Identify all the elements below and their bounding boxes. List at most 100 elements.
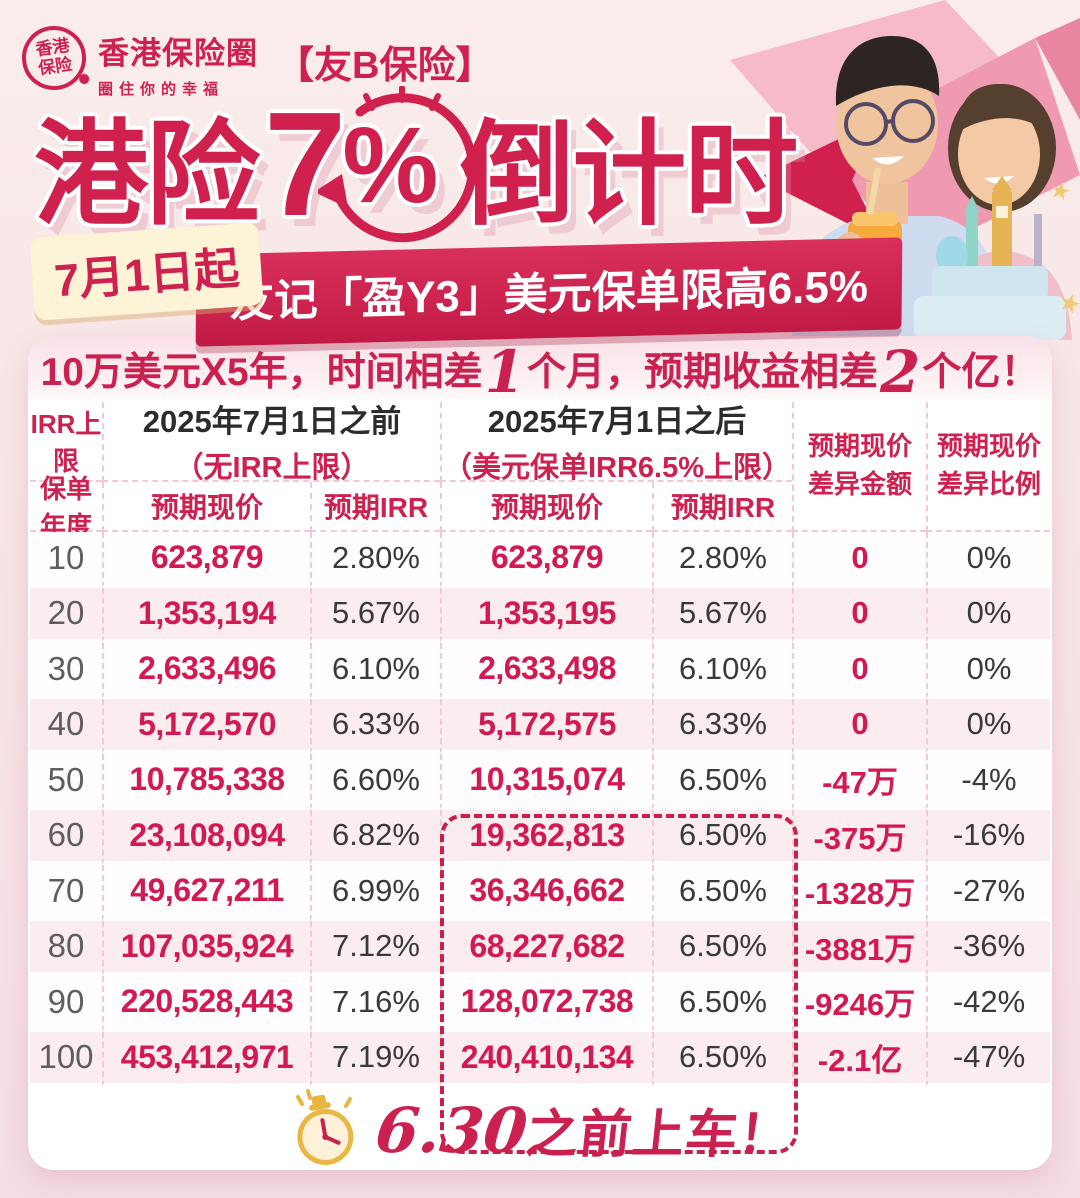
cell-before-irr: 7.12%: [310, 920, 440, 976]
cell-before-irr: 6.33%: [310, 698, 440, 754]
cell-diff-amount: -2.1亿: [792, 1031, 926, 1087]
cell-after-irr: 6.50%: [652, 976, 792, 1032]
diff-amount-header: 预期现价 差异金额: [792, 402, 926, 532]
cell-policy-year: 40: [30, 698, 102, 754]
cell-after-irr: 6.50%: [652, 754, 792, 810]
brand-slogan: 圈住你的幸福: [98, 81, 225, 98]
cell-diff-amount: -3881万: [792, 920, 926, 976]
cell-before-irr: 5.67%: [310, 587, 440, 643]
corner-header-irr-cap: IRR上限: [30, 402, 102, 482]
main-title: 港险 7 % 倒计时: [34, 81, 798, 247]
cell-diff-amount: -1328万: [792, 865, 926, 921]
card-footer: 6.30之前上车！: [28, 1089, 1052, 1169]
cell-policy-year: 10: [30, 532, 102, 588]
headline-part3: 个亿！: [922, 351, 1040, 394]
offer-card: 10万美元X5年，时间相差 1 个月，预期收益相差 2 个亿！ IRR上限 20…: [28, 336, 1052, 1170]
cell-before-price: 1,353,194: [102, 587, 310, 643]
cell-diff-ratio: 0%: [926, 587, 1050, 643]
cell-after-price: 19,362,813: [440, 809, 652, 865]
cell-diff-amount: 0: [792, 587, 926, 643]
cell-policy-year: 60: [30, 809, 102, 865]
group-header-before: 2025年7月1日之前 （无IRR上限）: [102, 402, 440, 484]
headline-part1: 10万美元X5年，时间相差: [40, 351, 483, 394]
group-before-title: 2025年7月1日之前: [142, 404, 402, 439]
cell-after-irr: 6.50%: [652, 809, 792, 865]
cell-before-price: 23,108,094: [102, 809, 310, 865]
title-percent-wrap: %: [318, 86, 478, 243]
footer-cta: 6.30之前上车！: [372, 1092, 796, 1167]
cell-after-price: 10,315,074: [440, 754, 652, 810]
cell-after-irr: 6.50%: [652, 865, 792, 921]
cell-policy-year: 30: [30, 643, 102, 699]
cell-policy-year: 20: [30, 587, 102, 643]
cell-diff-amount: 0: [792, 698, 926, 754]
card-headline: 10万美元X5年，时间相差 1 个月，预期收益相差 2 个亿！: [28, 336, 1052, 402]
cell-after-price: 36,346,662: [440, 865, 652, 921]
cell-before-irr: 6.60%: [310, 754, 440, 810]
cell-diff-amount: -9246万: [792, 976, 926, 1032]
cell-before-price: 623,879: [102, 532, 310, 588]
cell-before-irr: 7.16%: [310, 976, 440, 1032]
cell-diff-ratio: -47%: [926, 1031, 1050, 1087]
logo-circle-line2: 保险: [37, 54, 74, 79]
cell-before-irr: 6.10%: [310, 643, 440, 699]
cell-after-irr: 6.10%: [652, 643, 792, 699]
subheader-after-irr: 预期IRR: [652, 482, 792, 532]
cell-diff-amount: 0: [792, 643, 926, 699]
cell-before-irr: 7.19%: [310, 1031, 440, 1087]
cell-policy-year: 50: [30, 754, 102, 810]
group-before-subtitle: （无IRR上限）: [174, 452, 370, 484]
brand-seal-icon: 香港 保险: [17, 21, 91, 95]
alarm-clock-icon: [295, 1089, 354, 1165]
cell-diff-ratio: -4%: [926, 754, 1050, 810]
cell-after-irr: 5.67%: [652, 587, 792, 643]
cell-after-price: 68,227,682: [440, 920, 652, 976]
cell-diff-ratio: -16%: [926, 809, 1050, 865]
headline-part2: 个月，预期收益相差: [527, 351, 879, 394]
footer-cta-date: 6.30: [372, 1093, 531, 1167]
cell-before-irr: 2.80%: [310, 532, 440, 588]
cell-after-irr: 6.50%: [652, 920, 792, 976]
diff-ratio-header: 预期现价 差异比例: [926, 402, 1050, 532]
header-logo: 香港 保险 香港保险圈 圈住你的幸福 【友B保险】: [17, 21, 494, 99]
cell-diff-ratio: 0%: [926, 532, 1050, 588]
cell-policy-year: 70: [30, 865, 102, 921]
promo-ribbon: 友记「盈Y3」美元保单限高6.5%: [195, 237, 903, 347]
cell-policy-year: 100: [30, 1031, 102, 1087]
cell-diff-amount: -47万: [792, 754, 926, 810]
cell-diff-ratio: -42%: [926, 976, 1050, 1032]
cell-diff-amount: 0: [792, 532, 926, 588]
cell-diff-ratio: 0%: [926, 643, 1050, 699]
group-after-subtitle: （美元保单IRR6.5%上限）: [442, 452, 792, 484]
cell-after-price: 5,172,575: [440, 698, 652, 754]
cell-policy-year: 80: [30, 920, 102, 976]
cell-before-price: 5,172,570: [102, 698, 310, 754]
group-header-after: 2025年7月1日之后 （美元保单IRR6.5%上限）: [440, 402, 792, 484]
subheader-after-price: 预期现价: [440, 482, 652, 532]
title-prefix: 港险: [34, 112, 260, 239]
cell-before-price: 10,785,338: [102, 754, 310, 810]
footer-cta-rest: 之前上车！: [523, 1105, 795, 1164]
cell-before-irr: 6.99%: [310, 865, 440, 921]
cell-diff-ratio: -36%: [926, 920, 1050, 976]
brand-block: 香港保险圈 圈住你的幸福: [98, 26, 258, 99]
cell-diff-ratio: -27%: [926, 865, 1050, 921]
cell-diff-amount: -375万: [792, 809, 926, 865]
cell-after-price: 240,410,134: [440, 1031, 652, 1087]
group-after-title: 2025年7月1日之后: [487, 404, 747, 439]
cell-after-price: 623,879: [440, 532, 652, 588]
cell-after-price: 1,353,195: [440, 587, 652, 643]
title-rate: 7: [264, 81, 347, 247]
cell-before-price: 107,035,924: [102, 920, 310, 976]
cell-diff-ratio: 0%: [926, 698, 1050, 754]
title-percent: %: [342, 104, 439, 225]
cell-before-price: 220,528,443: [102, 976, 310, 1032]
cell-after-irr: 6.50%: [652, 1031, 792, 1087]
cell-policy-year: 90: [30, 976, 102, 1032]
subheader-before-price: 预期现价: [102, 482, 310, 532]
cell-after-irr: 2.80%: [652, 532, 792, 588]
date-badge: 7月1日起: [29, 222, 264, 321]
cell-before-price: 49,627,211: [102, 865, 310, 921]
cell-before-irr: 6.82%: [310, 809, 440, 865]
product-tag: 【友B保险】: [276, 45, 494, 87]
